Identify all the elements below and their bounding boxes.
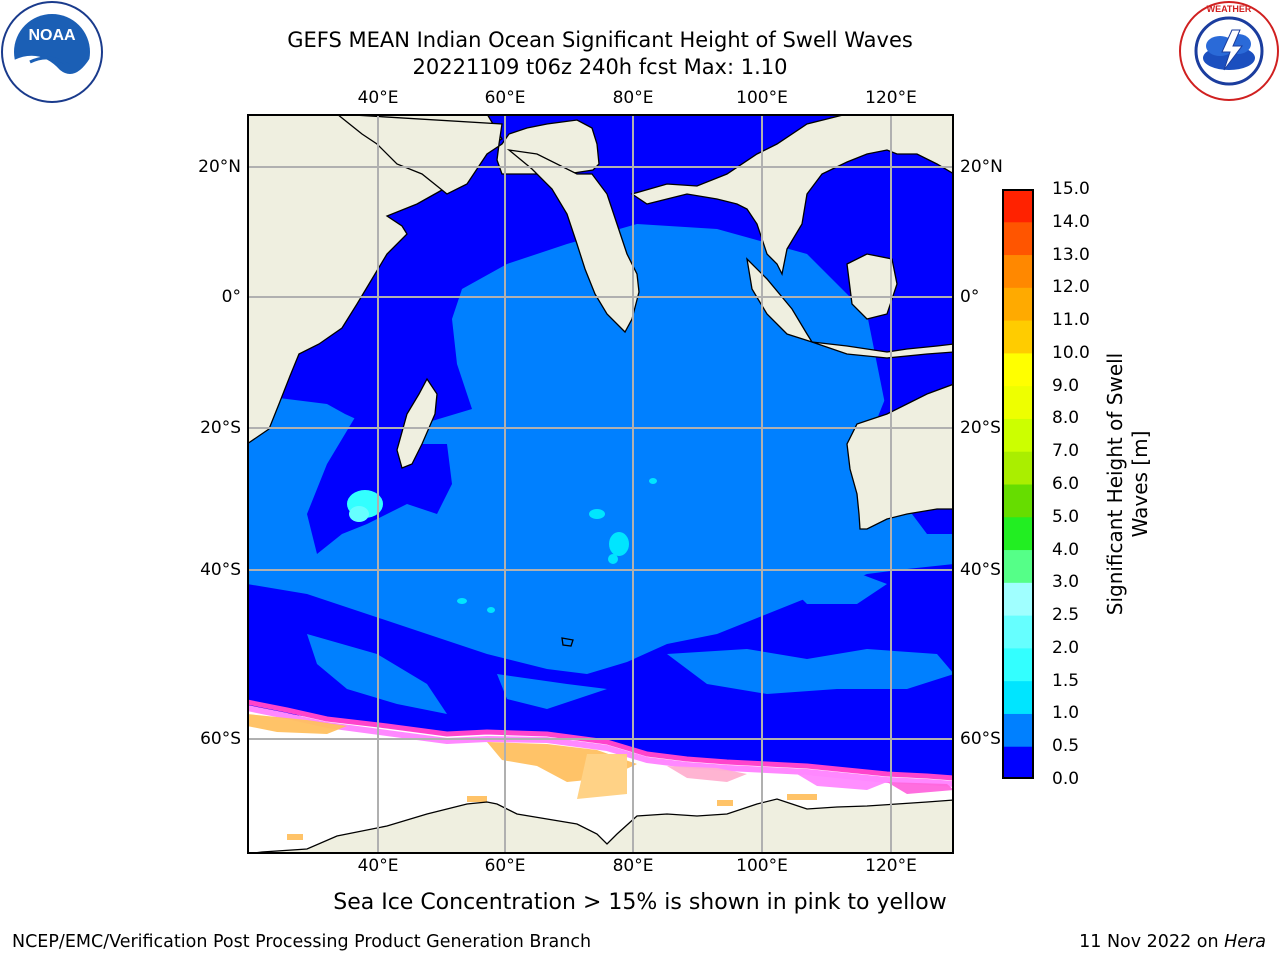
colorbar-segment — [1002, 549, 1034, 583]
noaa-logo: NOAA — [1, 1, 103, 103]
lat-label-right: 0° — [960, 287, 980, 307]
lon-label-top: 60°E — [484, 88, 526, 108]
colorbar-label: Significant Height of Swell Waves [m] — [1103, 353, 1153, 615]
colorbar-tick-label: 5.0 — [1052, 506, 1080, 527]
footer-date: 11 Nov 2022 on Hera — [1079, 932, 1266, 952]
colorbar-tick-label: 0.5 — [1052, 736, 1080, 757]
lon-label-top: 120°E — [865, 88, 917, 108]
colorbar-tick-label: 14.0 — [1052, 211, 1090, 232]
colorbar-tick-label: 3.0 — [1052, 572, 1080, 593]
colorbar-segment — [1002, 385, 1034, 419]
lat-label-left: 40°S — [200, 560, 241, 580]
colorbar-tick-label: 9.0 — [1052, 375, 1080, 396]
lon-label-top: 40°E — [357, 88, 399, 108]
colorbar-segment — [1002, 516, 1034, 551]
colorbar-segment — [1002, 713, 1034, 747]
colorbar-tick-label: 1.5 — [1052, 670, 1080, 691]
lat-label-right: 40°S — [960, 560, 1001, 580]
colorbar-tick-label: 7.0 — [1052, 441, 1080, 462]
colorbar-label-line2: Waves [m] — [1128, 430, 1152, 538]
lon-label-bottom: 60°E — [484, 856, 526, 876]
ice-edge — [247, 699, 954, 787]
footer-date-text: 11 Nov 2022 on — [1079, 932, 1225, 952]
noaa-logo-text: NOAA — [28, 27, 76, 44]
chart-title: GEFS MEAN Indian Ocean Significant Heigh… — [287, 28, 913, 52]
colorbar-tick-label: 6.0 — [1052, 474, 1080, 494]
colorbar-segment — [1002, 287, 1034, 321]
lat-label-left: 60°S — [200, 729, 241, 749]
lon-label-bottom: 40°E — [357, 856, 399, 876]
colorbar-tick-label: 12.0 — [1052, 277, 1090, 298]
map — [247, 114, 954, 854]
footer-credit: NCEP/EMC/Verification Post Processing Pr… — [12, 932, 592, 952]
colorbar — [1002, 189, 1034, 779]
lat-label-right: 60°S — [960, 729, 1001, 749]
map-frame — [247, 114, 954, 854]
colorbar-tick-label: 2.0 — [1052, 637, 1080, 658]
high-swell-spots — [347, 478, 657, 613]
colorbar-segment — [1002, 189, 1034, 223]
lat-label-left: 20°S — [200, 418, 241, 438]
graticule — [247, 114, 954, 854]
colorbar-segments — [1002, 189, 1034, 779]
colorbar-segment — [1002, 615, 1034, 649]
lon-label-bottom: 100°E — [736, 856, 788, 876]
colorbar-segment — [1002, 647, 1034, 682]
colorbar-tick-label: 10.0 — [1052, 342, 1090, 363]
colorbar-segment — [1002, 320, 1034, 354]
colorbar-tick-label: 0.0 — [1052, 769, 1080, 789]
colorbar-tick-label: 13.0 — [1052, 244, 1090, 265]
colorbar-segment — [1002, 254, 1034, 288]
lon-label-bottom: 120°E — [865, 856, 917, 876]
lat-label-right: 20°N — [960, 157, 1003, 177]
colorbar-segment — [1002, 352, 1034, 387]
nws-logo: WEATHER — [1179, 1, 1279, 101]
sea-ice-note: Sea Ice Concentration > 15% is shown in … — [333, 890, 947, 915]
colorbar-segment — [1002, 746, 1034, 779]
colorbar-segment — [1002, 221, 1034, 256]
colorbar-tick-label: 4.0 — [1052, 539, 1080, 560]
colorbar-tick-label: 15.0 — [1052, 179, 1090, 199]
colorbar-segment — [1002, 451, 1034, 485]
lat-label-left: 0° — [221, 287, 241, 307]
colorbar-tick-label: 1.0 — [1052, 703, 1080, 724]
lat-label-right: 20°S — [960, 418, 1001, 438]
ice-edge-yellow — [247, 714, 954, 840]
colorbar-label-line1: Significant Height of Swell — [1103, 352, 1127, 616]
footer-host: Hera — [1224, 932, 1266, 952]
colorbar-tick-label: 2.5 — [1052, 605, 1080, 626]
colorbar-tick-label: 8.0 — [1052, 408, 1080, 429]
kerguelen-island — [561, 637, 574, 647]
colorbar-segment — [1002, 680, 1034, 714]
chart-subtitle: 20221109 t06z 240h fcst Max: 1.10 — [412, 55, 788, 79]
svg-text:WEATHER: WEATHER — [1207, 4, 1252, 14]
lat-label-left: 20°N — [198, 157, 241, 177]
colorbar-tick-label: 11.0 — [1052, 310, 1090, 331]
lon-label-bottom: 80°E — [612, 856, 654, 876]
land — [247, 114, 954, 854]
lon-label-top: 80°E — [612, 88, 654, 108]
lon-label-top: 100°E — [736, 88, 788, 108]
colorbar-segment — [1002, 582, 1034, 616]
colorbar-segment — [1002, 418, 1034, 452]
colorbar-segment — [1002, 484, 1034, 518]
